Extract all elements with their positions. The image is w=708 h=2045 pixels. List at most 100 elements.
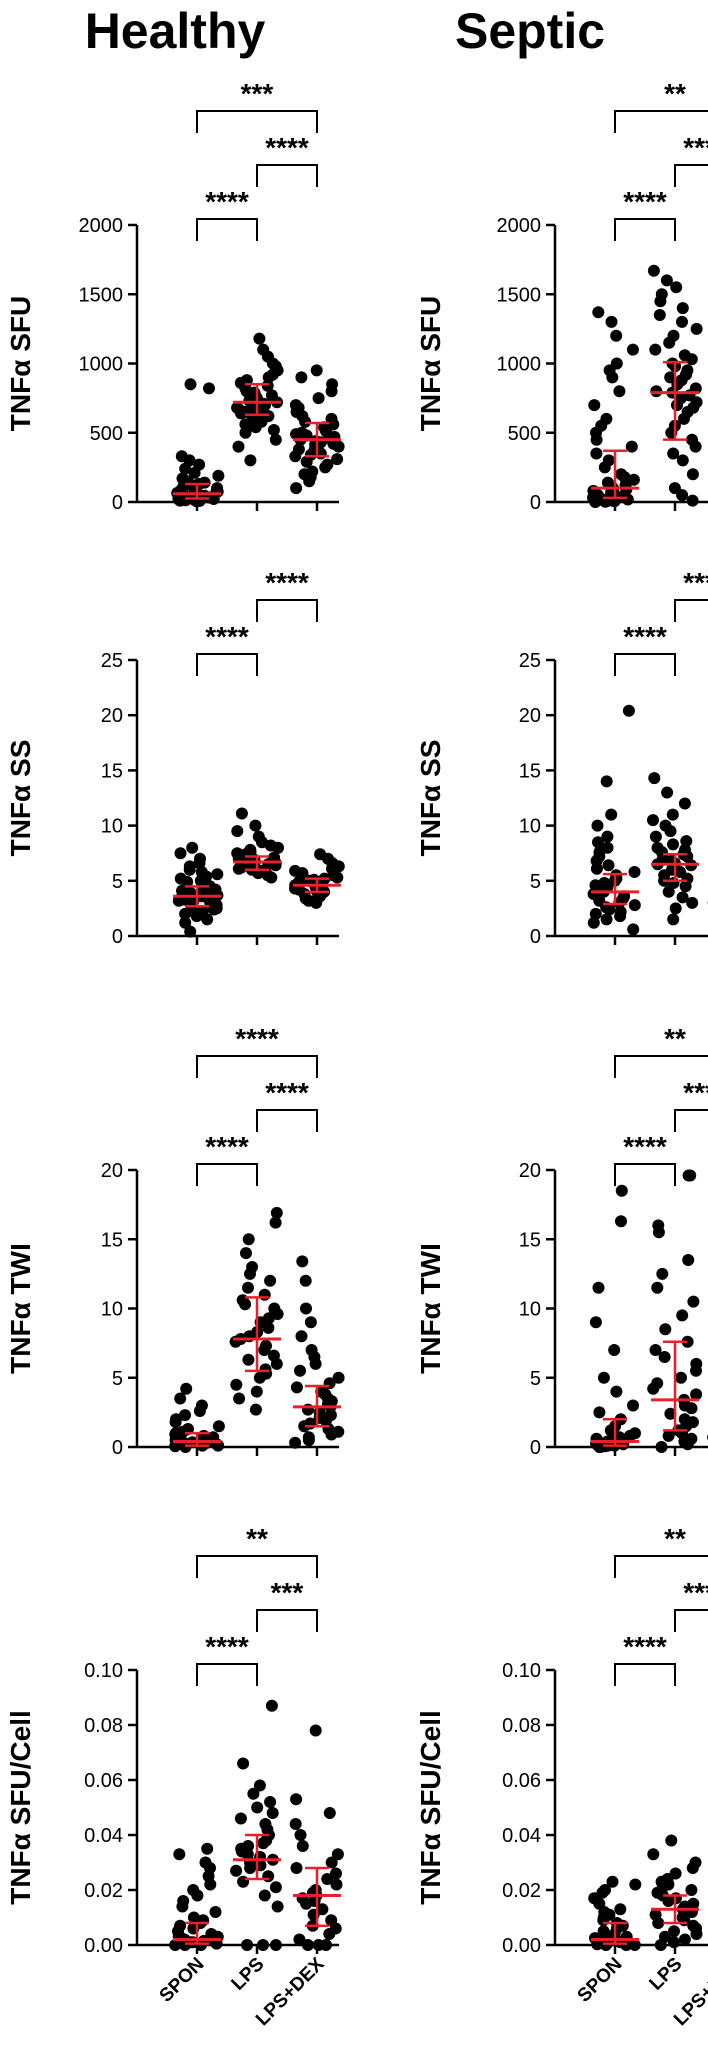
y-tick-label: 20	[101, 705, 123, 727]
data-point	[606, 1875, 619, 1888]
y-tick-label: 0.06	[84, 1770, 123, 1792]
data-point	[685, 1884, 698, 1896]
data-point	[289, 1818, 302, 1830]
data-point	[179, 916, 192, 929]
data-point	[622, 704, 635, 717]
data-point	[242, 1233, 255, 1246]
data-point	[305, 1344, 318, 1356]
data-point	[601, 841, 614, 854]
data-point	[686, 468, 699, 481]
data-point	[686, 896, 699, 909]
data-point	[668, 1925, 680, 1938]
data-point	[170, 1413, 182, 1426]
y-tick-label: 0.10	[84, 1660, 123, 1682]
data-point	[231, 847, 244, 860]
data-point	[628, 899, 641, 912]
data-point	[628, 1939, 641, 1951]
data-point	[593, 1406, 606, 1419]
data-point	[323, 1807, 336, 1819]
data-point	[186, 841, 199, 854]
data-point	[647, 1848, 660, 1861]
panel-healthy-twi: 0 5 10 15 20 TNFα TWI **** **** ****	[5, 1023, 345, 1459]
data-point	[592, 1281, 605, 1294]
data-point	[304, 1316, 317, 1329]
y-tick-label: 20	[519, 705, 541, 727]
data-point	[598, 877, 611, 889]
data-point	[682, 1169, 695, 1182]
data-point	[330, 1867, 342, 1880]
data-point	[648, 772, 661, 785]
significance-bracket	[256, 164, 318, 187]
data-point	[690, 1388, 703, 1401]
panel-healthy-ss: 0 5 10 15 20 25 TNFα SS **** ****	[5, 567, 345, 948]
x-category-label: LPS	[228, 1954, 269, 1995]
data-point	[678, 1933, 691, 1946]
y-tick-label: 0.10	[502, 1660, 541, 1682]
data-point	[310, 364, 323, 377]
data-point	[676, 302, 689, 315]
y-tick-label: 0	[530, 926, 541, 948]
data-point	[615, 468, 628, 481]
y-tick-label: 20	[519, 1160, 541, 1182]
data-point	[209, 1906, 222, 1918]
data-point	[264, 1274, 277, 1287]
data-point	[667, 447, 680, 460]
data-point	[295, 371, 308, 384]
significance-label: ****	[623, 1631, 667, 1662]
data-point	[289, 399, 302, 412]
significance-bracket	[256, 1109, 318, 1132]
data-point	[265, 389, 278, 402]
data-point	[195, 1399, 208, 1412]
data-point	[628, 866, 641, 878]
data-point	[267, 1349, 280, 1362]
data-point	[316, 1903, 329, 1916]
significance-label: ****	[205, 1631, 249, 1662]
data-point	[690, 322, 703, 335]
data-point	[664, 1407, 677, 1420]
data-point	[246, 1261, 259, 1273]
data-point	[231, 401, 244, 414]
y-tick-label: 0	[112, 1437, 123, 1459]
data-point	[680, 835, 693, 848]
significance-bracket	[674, 1109, 708, 1132]
data-point	[655, 1441, 668, 1453]
data-point	[174, 1919, 187, 1932]
data-point	[302, 1431, 315, 1444]
data-point	[253, 332, 266, 345]
data-point	[258, 1889, 271, 1902]
y-tick-label: 15	[519, 760, 541, 782]
data-point	[309, 1884, 322, 1896]
y-axis-title: TNFα TWI	[5, 1243, 36, 1374]
significance-label: ***	[241, 78, 274, 109]
panel-septic-sfu-cell: 0.00 0.02 0.04 0.06 0.08 0.10 TNFα SFU/Cell SPO…	[415, 1523, 708, 2030]
data-point	[194, 852, 206, 865]
data-point	[295, 1330, 308, 1343]
data-point	[685, 1432, 698, 1445]
significance-label: ****	[265, 132, 309, 163]
y-tick-label: 2000	[79, 215, 124, 237]
y-tick-label: 0.02	[502, 1880, 541, 1902]
data-point	[666, 357, 679, 370]
data-point	[250, 1385, 263, 1398]
y-axis-title: TNFα SS	[5, 740, 36, 857]
data-point	[627, 923, 640, 936]
data-point	[247, 1787, 260, 1800]
significance-bracket	[614, 218, 676, 241]
data-point	[649, 1344, 662, 1356]
y-tick-label: 1500	[497, 284, 542, 306]
data-point	[601, 830, 614, 843]
significance-label: ****	[205, 186, 249, 217]
data-point	[588, 399, 601, 412]
data-point	[651, 841, 664, 854]
data-point	[608, 1344, 621, 1356]
data-point	[667, 329, 680, 342]
data-point	[269, 1881, 282, 1894]
significance-label: ****	[205, 1131, 249, 1162]
data-point	[589, 907, 602, 920]
significance-label: ****	[683, 1577, 708, 1608]
data-point	[325, 1856, 338, 1869]
y-tick-label: 0	[530, 492, 541, 514]
data-point	[234, 1812, 247, 1825]
panel-healthy-sfu-cell: 0.00 0.02 0.04 0.06 0.08 0.10 TNFα SFU/Cell SPO…	[5, 1523, 344, 2030]
